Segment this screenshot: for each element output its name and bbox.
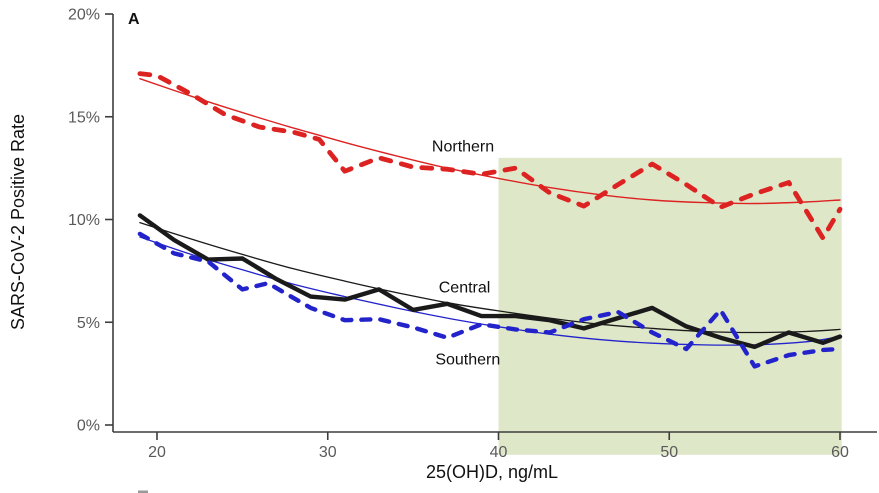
series-label-northern: Northern: [432, 139, 494, 156]
x-axis-title: 25(OH)D, ng/mL: [426, 462, 558, 482]
series-central-line: [137, 213, 843, 350]
y-tick-label: 15%: [68, 109, 100, 126]
x-tick-label: 20: [148, 444, 166, 461]
x-tick-label: 40: [490, 444, 508, 461]
y-axis-title: SARS-CoV-2 Positive Rate: [8, 114, 28, 330]
series-label-southern: Southern: [435, 351, 500, 368]
series-central-trend-line: [139, 221, 841, 334]
x-tick-label: 50: [660, 444, 678, 461]
panel-label: A: [128, 11, 140, 28]
series-northern-line: [137, 71, 843, 241]
series-southern-line: [137, 231, 843, 369]
highlight-region: [498, 157, 842, 455]
x-tick-label: 60: [831, 444, 849, 461]
next-panel-partial-mark: [138, 490, 148, 493]
x-tick-label: 30: [319, 444, 337, 461]
series-label-central: Central: [439, 279, 491, 296]
y-tick-label: 10%: [68, 212, 100, 229]
y-tick-label: 20%: [68, 7, 100, 24]
y-tick-label: 5%: [77, 315, 100, 332]
y-tick-label: 0%: [77, 418, 100, 435]
series-northern-trend-line: [139, 78, 841, 205]
